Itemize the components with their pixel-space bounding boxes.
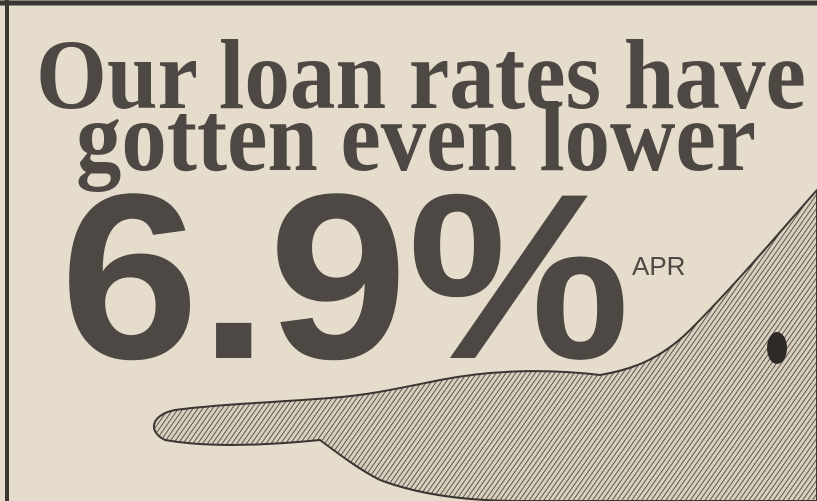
rate-value: 6.9% [60,145,630,409]
page: {"headline": {"line1": "Our loan rates h… [0,0,817,501]
rate-unit: APR [632,251,685,281]
hand-mark [767,332,787,364]
ad: Our loan rates have gotten even lower 6.… [0,0,817,501]
